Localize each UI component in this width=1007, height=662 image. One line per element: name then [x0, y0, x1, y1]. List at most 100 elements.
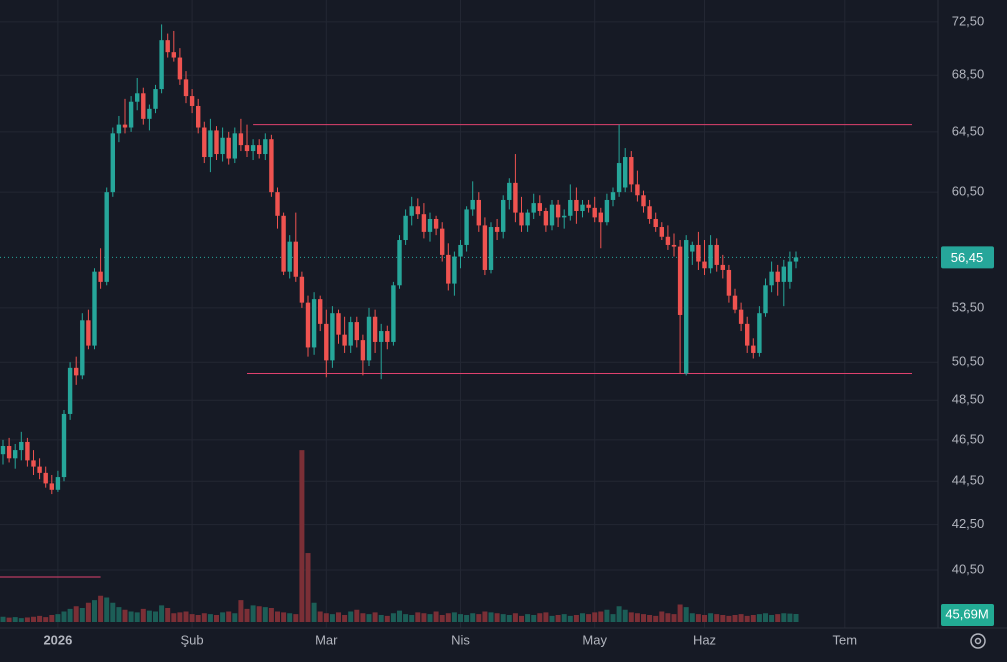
candle-body: [543, 211, 549, 226]
candle-body: [421, 214, 427, 232]
candle-body: [250, 145, 256, 152]
settings-icon-core[interactable]: [974, 637, 982, 645]
candle-body: [110, 133, 115, 193]
volume-bar: [244, 608, 250, 622]
candle-body: [360, 340, 366, 361]
candle-body: [598, 212, 603, 223]
candle-body: [397, 240, 402, 286]
candle-body: [0, 446, 6, 455]
candle-body: [372, 316, 378, 342]
volume-bar: [177, 612, 183, 622]
volume-bar: [592, 612, 598, 622]
volume-bar: [555, 615, 561, 622]
y-tick-label: 48,50: [952, 392, 985, 407]
volume-bar: [37, 615, 43, 622]
volume-bar: [427, 614, 433, 622]
candle-body: [793, 257, 799, 262]
candle-body: [104, 192, 109, 282]
volume-bar: [122, 609, 128, 622]
candle-body: [525, 212, 530, 226]
x-tick-label: Şub: [181, 632, 204, 647]
candle-body: [751, 345, 756, 353]
volume-bar: [31, 616, 36, 622]
candle-body: [568, 199, 573, 216]
volume-bar: [6, 617, 12, 622]
volume-bar: [634, 613, 640, 622]
volume-bar: [726, 615, 732, 622]
volume-bar: [268, 608, 274, 622]
volume-bar: [153, 611, 158, 622]
volume-bar: [653, 615, 659, 622]
candle-body: [61, 413, 67, 478]
last-price-label: 56,45: [951, 250, 984, 265]
volume-bar: [360, 613, 366, 622]
candle-body: [433, 218, 439, 229]
candle-body: [311, 299, 317, 348]
volume-bar: [238, 600, 244, 622]
candle-body: [49, 483, 54, 490]
volume-bar: [421, 613, 427, 622]
candle-body: [147, 108, 152, 119]
candle-body: [379, 331, 384, 342]
candle-body: [629, 157, 634, 185]
volume-bar: [769, 615, 775, 622]
volume-bar: [305, 553, 311, 622]
candle-body: [555, 204, 561, 218]
volume-bar: [348, 611, 354, 622]
candle-body: [141, 93, 146, 119]
candle-body: [665, 236, 671, 245]
candle-body: [67, 367, 73, 414]
candle-body: [6, 446, 12, 459]
volume-bar: [482, 611, 488, 622]
volume-bar: [537, 613, 543, 622]
candle-body: [476, 199, 481, 226]
volume-bar: [494, 613, 500, 622]
volume-bar: [329, 614, 335, 622]
volume-bar: [641, 614, 646, 622]
candle-body: [641, 195, 646, 207]
volume-bar: [476, 614, 482, 622]
candle-body: [604, 199, 610, 223]
candle-body: [189, 96, 195, 106]
candle-body: [354, 322, 359, 341]
candle-body: [507, 182, 512, 200]
volume-bar: [464, 615, 470, 622]
candle-body: [531, 203, 536, 213]
settings-icon[interactable]: [970, 633, 986, 649]
candle-body: [153, 89, 158, 109]
volume-bar: [104, 597, 110, 622]
candle-body: [31, 460, 36, 467]
candle-body: [128, 101, 134, 128]
candle-body: [696, 244, 701, 262]
candle-body: [19, 441, 24, 451]
candle-body: [549, 204, 555, 226]
volume-bar: [232, 613, 238, 622]
x-tick-label: Mar: [315, 632, 338, 647]
candle-body: [409, 206, 414, 216]
candle-body: [787, 261, 793, 282]
candle-body: [238, 133, 244, 146]
volume-bar: [677, 604, 683, 622]
settings-button[interactable]: [970, 633, 986, 649]
candle-body: [348, 322, 353, 346]
candle-body: [318, 299, 323, 324]
volume-bar: [134, 612, 140, 622]
x-tick-label: Nis: [451, 632, 470, 647]
candle-body: [720, 264, 725, 270]
volume-bar: [354, 609, 360, 622]
candle-body: [92, 271, 97, 346]
candle-body: [446, 254, 451, 284]
volume-bar: [116, 607, 122, 622]
candle-body: [482, 225, 488, 270]
candle-body: [86, 320, 91, 346]
candle-body: [519, 212, 524, 226]
candle-body: [165, 40, 170, 53]
volume-bar: [439, 615, 445, 622]
candle-body: [171, 52, 176, 58]
volume-bar: [708, 613, 714, 622]
candle-body: [55, 477, 61, 490]
candle-body: [677, 246, 683, 315]
candle-body: [232, 133, 237, 159]
candle-body: [80, 320, 85, 376]
volume-bar: [403, 614, 409, 622]
